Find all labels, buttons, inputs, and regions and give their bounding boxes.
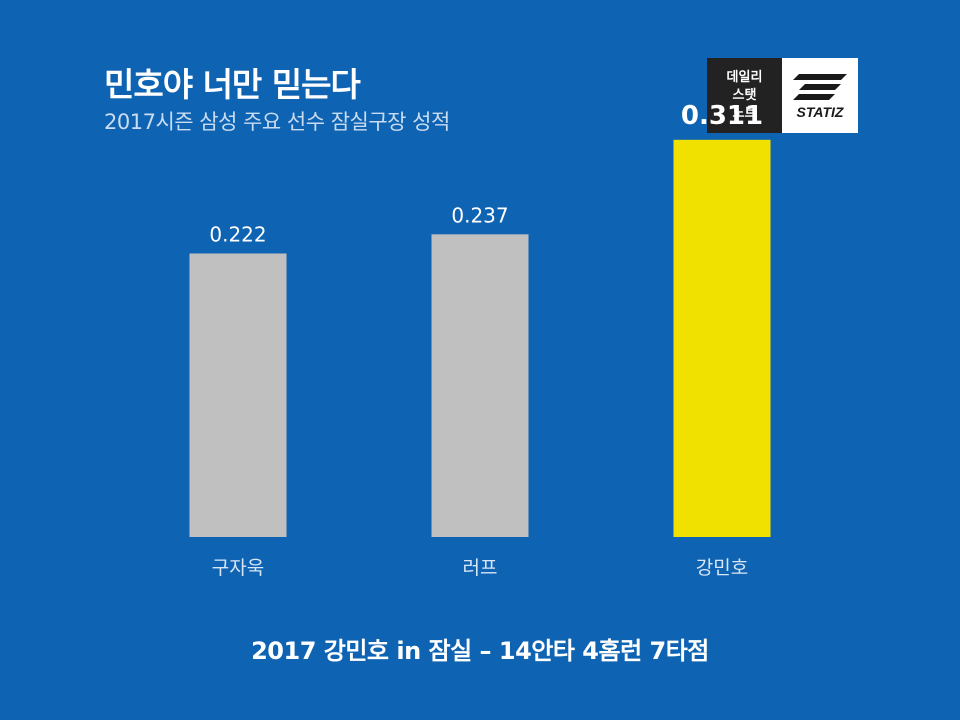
footer-summary: 2017 강민호 in 잠실 – 14안타 4홈런 7타점	[251, 637, 709, 665]
statiz-wordmark: STATIZ	[796, 103, 844, 120]
statiz-logo: 데일리 스탯 노트 STATIZ	[707, 58, 858, 133]
chart-subtitle: 2017시즌 삼성 주요 선수 잠실구장 성적	[104, 110, 450, 134]
bar-구자욱	[189, 253, 287, 537]
bar-러프	[431, 234, 529, 537]
logo-line-3: 노트	[732, 105, 757, 121]
value-label-러프: 0.237	[451, 203, 508, 227]
value-label-구자욱: 0.222	[209, 222, 266, 246]
bar-강민호	[673, 139, 771, 537]
category-label-강민호: 강민호	[696, 557, 748, 579]
category-label-러프: 러프	[463, 557, 498, 579]
value-label-강민호: 0.311	[681, 101, 763, 131]
category-label-구자욱: 구자욱	[212, 557, 264, 579]
chart-title: 민호야 너만 믿는다	[104, 65, 361, 104]
statiz-brand: STATIZ	[782, 58, 858, 133]
statiz-stripes-icon	[793, 73, 847, 100]
daily-stat-note-badge: 데일리 스탯 노트	[707, 58, 782, 133]
logo-line-2: 스탯	[732, 87, 757, 103]
logo-line-1: 데일리	[726, 69, 763, 85]
